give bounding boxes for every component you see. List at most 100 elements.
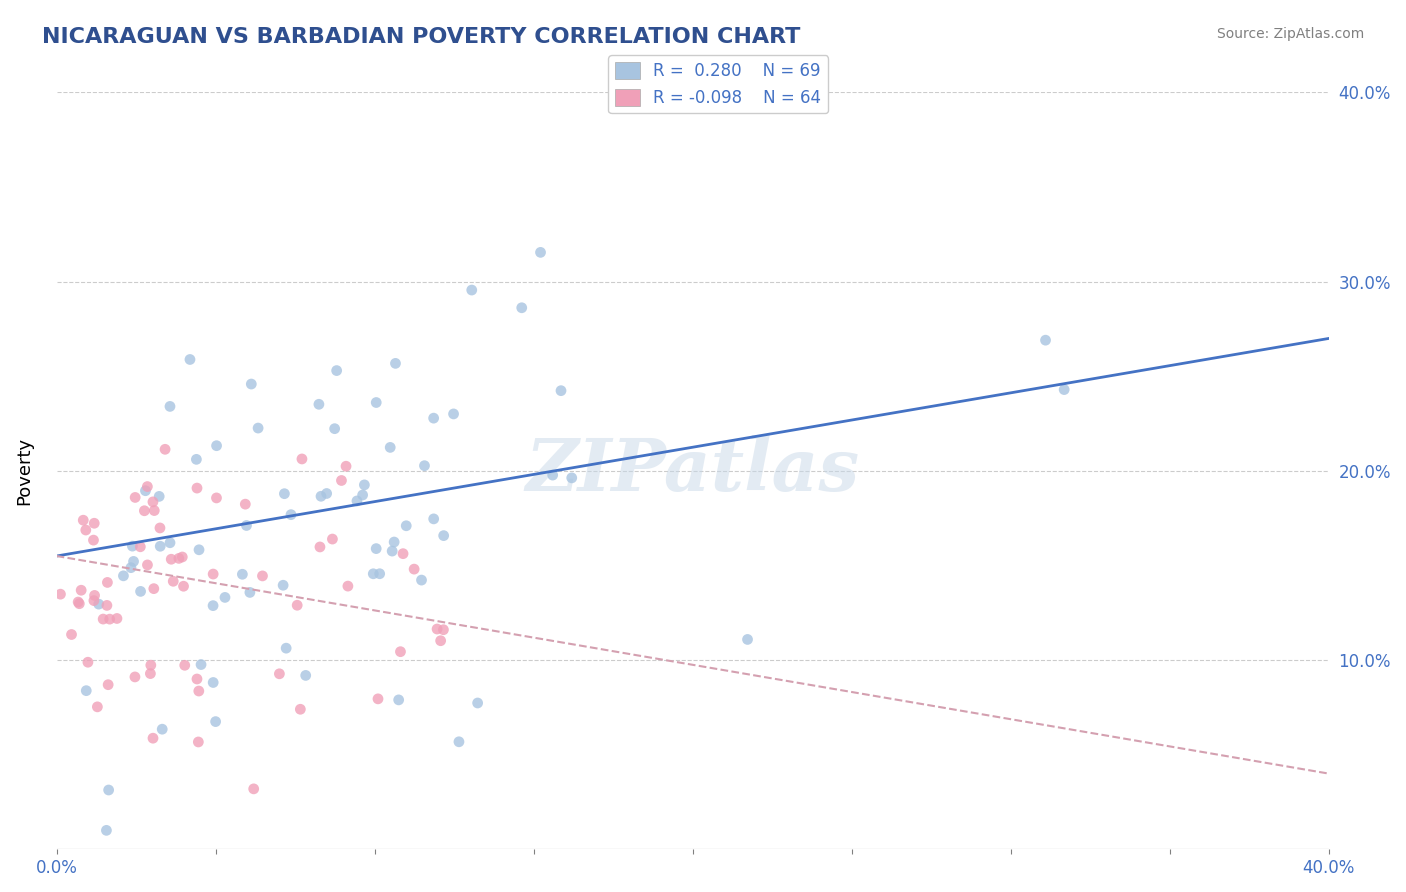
Point (447, 735, 470, 749)
Point (188, 542, 211, 557)
Point (290, 702, 312, 716)
Point (121, 539, 143, 553)
Point (367, 691, 389, 706)
Point (321, 532, 343, 546)
Point (159, 400, 181, 414)
Point (187, 684, 209, 698)
Point (167, 551, 190, 566)
Point (392, 547, 415, 561)
Point (308, 397, 330, 411)
Point (136, 479, 159, 493)
Point (162, 574, 184, 589)
Point (204, 714, 226, 729)
Point (273, 486, 295, 500)
Point (737, 632, 759, 647)
Point (96, 823, 118, 838)
Point (187, 735, 209, 749)
Point (395, 518, 418, 533)
Point (149, 521, 172, 535)
Point (96, 599, 118, 613)
Point (173, 579, 195, 593)
Point (252, 569, 274, 583)
Point (1053, 383, 1076, 397)
Point (309, 489, 332, 503)
Point (124, 670, 146, 684)
Point (60, 627, 83, 641)
Point (276, 641, 298, 656)
Point (381, 544, 404, 558)
Point (172, 549, 194, 564)
Point (510, 301, 533, 315)
Point (467, 696, 489, 710)
Text: NICARAGUAN VS BARBADIAN POVERTY CORRELATION CHART: NICARAGUAN VS BARBADIAN POVERTY CORRELAT… (42, 27, 800, 46)
Point (112, 569, 135, 583)
Point (330, 474, 353, 488)
Point (83, 593, 105, 607)
Point (82, 533, 104, 548)
Point (160, 552, 183, 566)
Legend: R =  0.280    N = 69, R = -0.098    N = 64: R = 0.280 N = 69, R = -0.098 N = 64 (609, 55, 828, 113)
Point (173, 658, 195, 673)
Point (361, 566, 384, 581)
Point (389, 645, 412, 659)
Point (97, 783, 120, 797)
Point (77, 655, 100, 669)
Point (382, 535, 405, 549)
Point (429, 633, 451, 648)
Point (353, 478, 375, 492)
Point (242, 781, 264, 796)
Point (336, 579, 359, 593)
Point (1035, 333, 1057, 347)
Point (72, 513, 94, 527)
Point (380, 441, 402, 455)
Point (422, 411, 444, 425)
Point (352, 488, 374, 502)
Point (366, 395, 388, 409)
Point (143, 503, 166, 517)
Point (280, 508, 302, 522)
Point (231, 567, 253, 582)
Point (291, 452, 314, 467)
Point (134, 504, 156, 518)
Point (153, 442, 176, 457)
Point (142, 495, 165, 509)
Point (202, 567, 225, 582)
Point (309, 540, 332, 554)
Point (186, 452, 208, 467)
Point (384, 356, 406, 370)
Point (335, 459, 357, 474)
Point (86, 699, 108, 714)
Point (83, 516, 105, 531)
Point (122, 554, 145, 568)
Point (325, 363, 347, 377)
Point (205, 491, 228, 505)
Point (411, 573, 433, 587)
Point (233, 497, 256, 511)
Point (150, 722, 173, 736)
Point (129, 584, 152, 599)
Point (67, 595, 90, 609)
Text: ZIPatlas: ZIPatlas (526, 435, 859, 507)
Point (179, 352, 201, 367)
Point (49, 587, 72, 601)
Point (202, 675, 225, 690)
Point (149, 539, 172, 553)
Point (240, 377, 263, 392)
Point (83, 589, 105, 603)
Point (142, 731, 165, 746)
Point (529, 245, 551, 260)
Point (426, 622, 449, 636)
Point (186, 672, 208, 686)
Point (247, 421, 270, 435)
Point (269, 666, 291, 681)
Point (315, 486, 337, 500)
Point (159, 535, 181, 549)
Point (346, 494, 368, 508)
Point (134, 483, 156, 498)
Point (366, 541, 388, 556)
Point (202, 599, 225, 613)
Point (541, 468, 564, 483)
Point (550, 384, 572, 398)
Point (271, 578, 294, 592)
Point (136, 558, 159, 572)
